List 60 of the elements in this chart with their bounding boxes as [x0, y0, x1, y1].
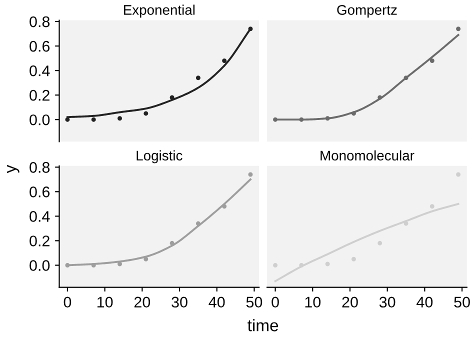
point [351, 256, 356, 262]
y-tick-label: 0.6 [30, 186, 50, 198]
y-tick-label: 0.8 [30, 16, 50, 28]
point [222, 204, 227, 209]
x-tick-label: 30 [172, 296, 188, 308]
point [65, 262, 70, 268]
y-axis-title: y [7, 164, 20, 174]
point [170, 240, 174, 246]
point [144, 111, 148, 116]
point [118, 262, 122, 266]
point [430, 204, 434, 209]
point [144, 256, 148, 262]
x-axis-title: time [248, 319, 278, 332]
x-tick-label: 40 [208, 296, 225, 308]
point [91, 117, 96, 122]
point [430, 58, 434, 63]
point [404, 221, 408, 226]
point [248, 26, 253, 32]
point [222, 58, 227, 63]
point [91, 262, 96, 268]
point [273, 262, 278, 268]
y-tick-label: 0.4 [30, 65, 50, 76]
y-tick-label: 0.4 [30, 211, 50, 222]
y-tick-label: 0.2 [30, 90, 50, 101]
y-tick-label: 0.8 [30, 162, 50, 173]
point [273, 117, 278, 122]
chart-title: Logistic [136, 150, 182, 164]
point [404, 76, 408, 80]
point [299, 262, 304, 268]
x-tick-label: 20 [342, 296, 358, 308]
point [325, 116, 330, 121]
point [65, 117, 70, 122]
y-tick-label: 0.0 [30, 260, 50, 271]
point [351, 111, 356, 116]
y-tick-label: 0.0 [30, 114, 50, 126]
chart-title: Gompertz [337, 5, 397, 18]
point [299, 117, 304, 122]
x-tick-label: 0 [64, 296, 72, 308]
x-tick-label: 20 [134, 296, 150, 308]
x-tick-label: 50 [454, 296, 470, 308]
point [456, 172, 461, 177]
point [456, 26, 461, 32]
point [378, 95, 382, 100]
point [196, 76, 200, 80]
point [196, 221, 200, 226]
point [325, 262, 330, 266]
x-tick-label: 40 [416, 296, 433, 308]
point [248, 172, 253, 177]
point [378, 240, 382, 246]
chart-title: Monomolecular [320, 150, 414, 161]
point [170, 95, 174, 100]
x-tick-label: 30 [379, 296, 396, 308]
chart-title: Exponential [124, 4, 195, 18]
x-tick-label: 10 [305, 296, 321, 308]
y-tick-label: 0.6 [30, 40, 50, 52]
point [118, 116, 122, 121]
x-tick-label: 10 [97, 296, 113, 308]
x-tick-label: 0 [272, 296, 279, 308]
y-tick-label: 0.2 [30, 236, 50, 246]
x-tick-label: 50 [246, 296, 262, 308]
